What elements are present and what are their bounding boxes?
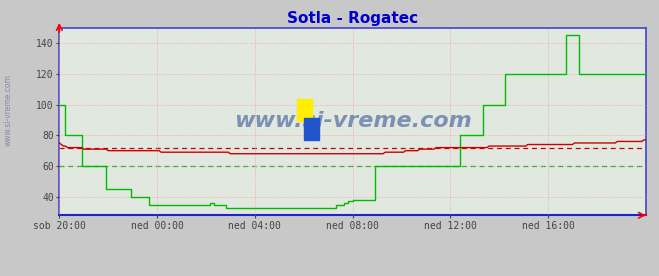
Title: Sotla - Rogatec: Sotla - Rogatec [287,11,418,26]
FancyBboxPatch shape [297,99,312,121]
Text: www.si-vreme.com: www.si-vreme.com [3,75,13,146]
Text: www.si-vreme.com: www.si-vreme.com [234,112,471,131]
Legend: temperatura [F], pretok [čevelj3/min]: temperatura [F], pretok [čevelj3/min] [274,275,431,276]
FancyBboxPatch shape [304,118,318,140]
